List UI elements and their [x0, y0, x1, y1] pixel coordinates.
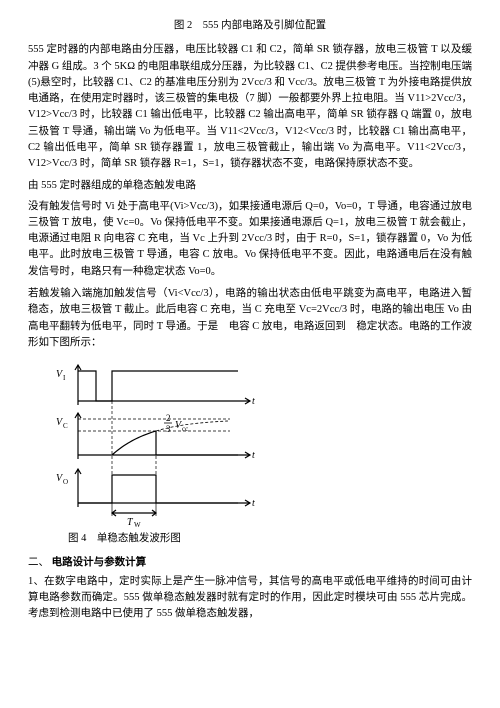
- section-2-heading: 二、 电路设计与参数计算: [28, 555, 472, 571]
- svg-text:t: t: [252, 450, 255, 461]
- figure4-caption: 图 4 单稳态触发波形图: [68, 531, 472, 547]
- paragraph-2: 没有触发信号时 Vi 处于高电平(Vi>Vcc/3)，如果接通电源后 Q=0，V…: [28, 199, 472, 280]
- paragraph-1: 555 定时器的内部电路由分压器，电压比较器 C1 和 C2，简单 SR 锁存器…: [28, 42, 472, 172]
- subheading-monostable: 由 555 定时器组成的单稳态触发电路: [28, 178, 472, 194]
- svg-text:I: I: [63, 374, 66, 382]
- figure4-waveform: VIt23VccVCtVOtTW: [50, 357, 472, 527]
- paragraph-4: 1、在数字电路中，定时实际上是产生一脉冲信号，其信号的高电平或低电平维持的时间可…: [28, 574, 472, 623]
- svg-text:T: T: [127, 517, 134, 527]
- svg-text:C: C: [63, 422, 68, 430]
- svg-text:3: 3: [166, 424, 171, 434]
- figure2-caption: 图 2 555 内部电路及引脚位配置: [28, 18, 472, 34]
- svg-text:cc: cc: [182, 425, 188, 433]
- section-number: 二、: [28, 557, 49, 568]
- section-title: 电路设计与参数计算: [52, 557, 147, 568]
- svg-text:W: W: [134, 521, 141, 527]
- svg-text:t: t: [252, 498, 255, 509]
- svg-text:O: O: [63, 478, 68, 486]
- svg-text:t: t: [252, 396, 255, 407]
- paragraph-3: 若触发输入端施加触发信号（Vi<Vcc/3），电路的输出状态由低电平跳变为高电平…: [28, 286, 472, 351]
- svg-text:2: 2: [166, 413, 171, 423]
